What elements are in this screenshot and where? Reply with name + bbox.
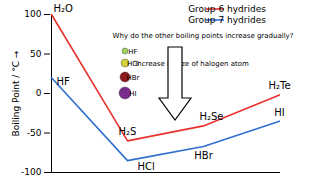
svg-text:HCl: HCl — [138, 161, 155, 172]
svg-text:HF: HF — [128, 48, 137, 56]
svg-text:-100: -100 — [21, 167, 42, 177]
svg-text:Group 6 hydrides: Group 6 hydrides — [188, 4, 266, 14]
svg-text:HBr: HBr — [127, 74, 140, 82]
svg-text:H₂Se: H₂Se — [199, 111, 223, 122]
svg-text:HBr: HBr — [194, 150, 213, 161]
svg-text:100: 100 — [24, 9, 41, 19]
svg-text:Group 7 hydrides: Group 7 hydrides — [188, 15, 266, 25]
svg-text:Why do the other boiling point: Why do the other boiling points increase… — [113, 32, 294, 40]
svg-text:H₂Te: H₂Te — [268, 80, 290, 91]
svg-text:H₂S: H₂S — [119, 126, 137, 137]
svg-text:H₂O: H₂O — [54, 3, 74, 14]
svg-text:50: 50 — [30, 49, 42, 59]
svg-text:0: 0 — [36, 88, 42, 98]
svg-text:Boiling Point / °C →: Boiling Point / °C → — [11, 50, 21, 136]
svg-text:HI: HI — [274, 107, 284, 118]
svg-text:-50: -50 — [27, 128, 42, 138]
svg-text:HF: HF — [57, 76, 71, 87]
svg-text:HCl: HCl — [127, 60, 139, 68]
svg-text:Increase in size of halogen at: Increase in size of halogen atom — [135, 60, 249, 68]
svg-text:HI: HI — [129, 90, 136, 98]
